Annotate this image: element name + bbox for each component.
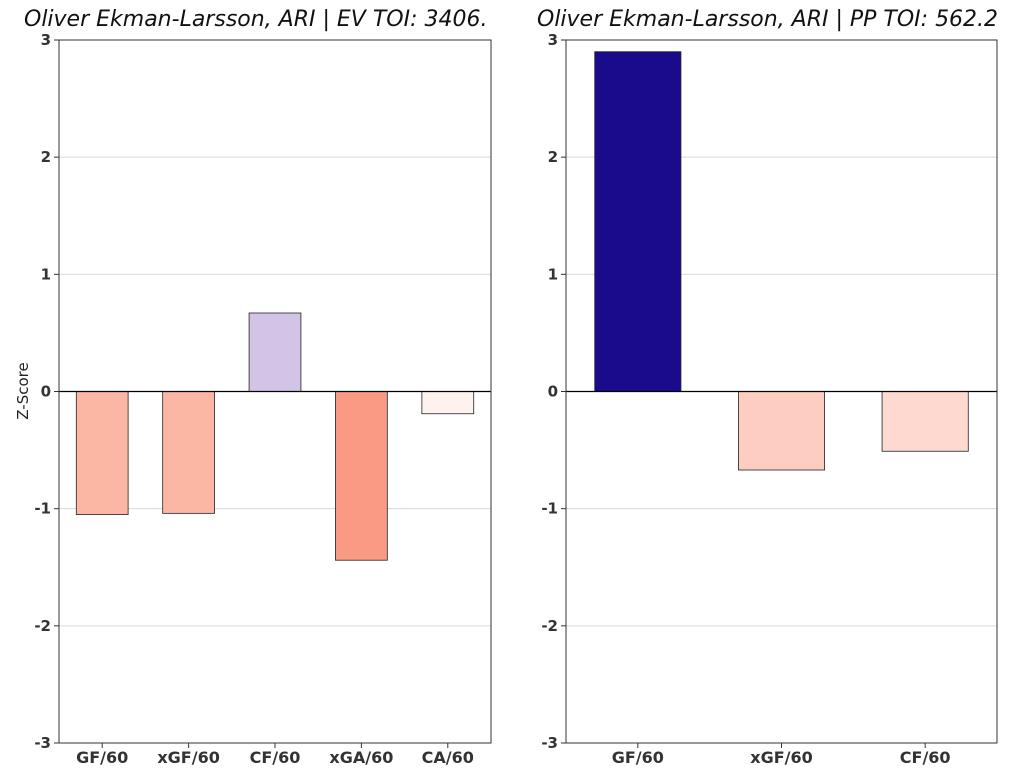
pp-bar-xgf-60: [738, 391, 826, 471]
pp-category-label: xGF/60: [750, 748, 813, 767]
pp-category-label: CF/60: [900, 748, 951, 767]
ev-bar-gf-60: [75, 391, 129, 515]
pp-y-tick-label: 0: [548, 383, 558, 401]
ev-bar-ca-60: [421, 391, 475, 415]
pp-y-tick-label: -2: [541, 617, 558, 635]
ev-axes-border: [58, 39, 492, 744]
ev-bars: [75, 312, 475, 561]
ev-y-tick-label: -3: [34, 734, 51, 752]
pp-axes-frame: [565, 39, 998, 744]
pp-panel: Oliver Ekman-Larsson, ARI | PP TOI: 562.…: [537, 7, 998, 767]
ev-y-tick-labels: -3 -2 -1 0 1 2 3: [34, 31, 59, 752]
pp-y-tick-label: 3: [548, 31, 558, 49]
ev-y-tick-label: 2: [41, 148, 51, 166]
pp-y-tick-label: 2: [548, 148, 558, 166]
pp-bar-cf-60: [881, 391, 969, 452]
ev-panel: Oliver Ekman-Larsson, ARI | EV TOI: 3406…: [14, 7, 492, 767]
ev-y-axis-label: Z-Score: [14, 362, 32, 419]
ev-y-tick-label: -2: [34, 617, 51, 635]
ev-chart-title: Oliver Ekman-Larsson, ARI | EV TOI: 3406…: [24, 7, 487, 32]
ev-category-label: xGA/60: [329, 748, 393, 767]
ev-y-tick-label: 3: [41, 31, 51, 49]
ev-y-tick-label: -1: [34, 500, 51, 518]
ev-y-tick-label: 0: [41, 383, 51, 401]
pp-chart-title: Oliver Ekman-Larsson, ARI | PP TOI: 562.…: [537, 7, 998, 32]
ev-category-labels: GF/60 xGF/60 CF/60 xGA/60 CA/60: [76, 743, 474, 767]
ev-category-label: GF/60: [76, 748, 128, 767]
ev-bar-xgf-60: [162, 391, 215, 514]
pp-bars: [594, 51, 969, 471]
pp-category-label: GF/60: [612, 748, 664, 767]
pp-y-tick-label: -3: [541, 734, 558, 752]
pp-axes-border: [565, 39, 998, 744]
ev-axes-frame: [58, 39, 492, 744]
ev-gridlines: [59, 156, 491, 627]
pp-y-tick-labels: -3 -2 -1 0 1 2 3: [541, 31, 566, 752]
ev-category-label: xGF/60: [157, 748, 220, 767]
ev-y-tick-label: 1: [41, 265, 51, 283]
ev-category-label: CA/60: [422, 748, 474, 767]
pp-category-labels: GF/60 xGF/60 CF/60: [612, 743, 951, 767]
pp-bar-gf-60: [594, 51, 682, 392]
ev-category-label: CF/60: [250, 748, 301, 767]
ev-bar-cf-60: [248, 312, 302, 392]
ev-bar-xga-60: [335, 391, 388, 561]
pp-y-tick-label: -1: [541, 500, 558, 518]
pp-y-tick-label: 1: [548, 265, 558, 283]
